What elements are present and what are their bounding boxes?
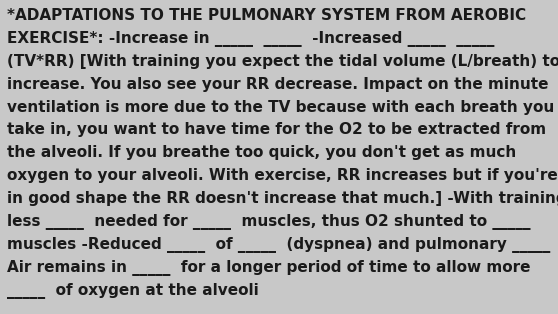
Text: Air remains in _____  for a longer period of time to allow more: Air remains in _____ for a longer period… — [7, 260, 530, 276]
Text: less _____  needed for _____  muscles, thus O2 shunted to _____: less _____ needed for _____ muscles, thu… — [7, 214, 530, 230]
Text: *ADAPTATIONS TO THE PULMONARY SYSTEM FROM AEROBIC: *ADAPTATIONS TO THE PULMONARY SYSTEM FRO… — [7, 8, 526, 23]
Text: EXERCISE*: -Increase in _____  _____  -Increased _____  _____: EXERCISE*: -Increase in _____ _____ -Inc… — [7, 31, 494, 47]
Text: the alveoli. If you breathe too quick, you don't get as much: the alveoli. If you breathe too quick, y… — [7, 145, 516, 160]
Text: take in, you want to have time for the O2 to be extracted from: take in, you want to have time for the O… — [7, 122, 546, 138]
Text: oxygen to your alveoli. With exercise, RR increases but if you're: oxygen to your alveoli. With exercise, R… — [7, 168, 557, 183]
Text: ventilation is more due to the TV because with each breath you: ventilation is more due to the TV becaus… — [7, 100, 554, 115]
Text: (TV*RR) [With training you expect the tidal volume (L/breath) to: (TV*RR) [With training you expect the ti… — [7, 54, 558, 69]
Text: in good shape the RR doesn't increase that much.] -With training,: in good shape the RR doesn't increase th… — [7, 191, 558, 206]
Text: increase. You also see your RR decrease. Impact on the minute: increase. You also see your RR decrease.… — [7, 77, 548, 92]
Text: muscles -Reduced _____  of _____  (dyspnea) and pulmonary _____  -: muscles -Reduced _____ of _____ (dyspnea… — [7, 237, 558, 253]
Text: _____  of oxygen at the alveoli: _____ of oxygen at the alveoli — [7, 283, 258, 299]
